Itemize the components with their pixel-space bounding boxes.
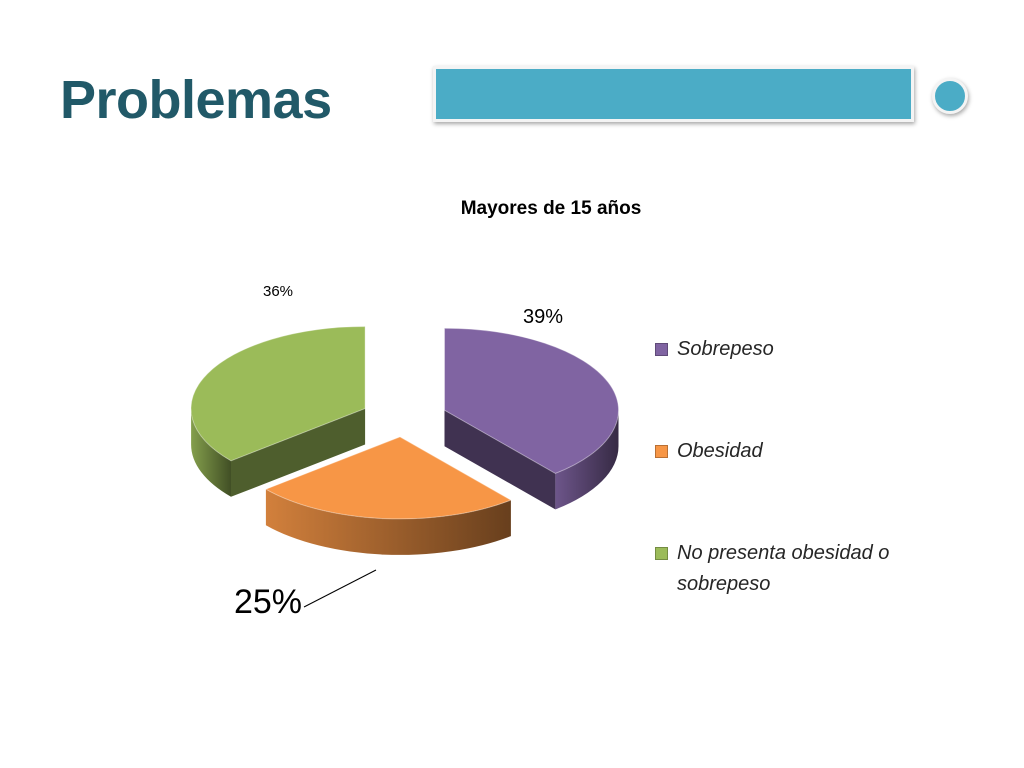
- header-accent-circle: [932, 78, 968, 114]
- chart-title: Mayores de 15 años: [460, 198, 642, 219]
- header-accent-bar: [433, 66, 914, 122]
- legend-label-sobrepeso: Sobrepeso: [677, 338, 774, 360]
- pie-slice-no-presenta-obesidad-o-sobrepeso-side-face: [231, 408, 366, 497]
- pie-slice-obesidad: [264, 436, 513, 555]
- legend-label-obesidad: Obesidad: [677, 440, 763, 462]
- pie-slice-sobrepeso-top: [444, 327, 620, 474]
- data-label-no-presenta: 36%: [263, 283, 293, 300]
- legend-label-no-presenta: No presenta obesidad o sobrepeso: [677, 542, 890, 595]
- legend-swatch-obesidad: [655, 445, 668, 458]
- pie-slice-obesidad-top: [264, 436, 513, 520]
- data-label-leader-line: [303, 569, 377, 608]
- legend-item-no-presenta: No presenta obesidad o sobrepeso: [655, 538, 932, 600]
- data-label-obesidad: 25%: [234, 583, 302, 621]
- legend-swatch-no-presenta: [655, 547, 668, 560]
- pie-slice-sobrepeso-outer-wall: [555, 410, 619, 510]
- pie-slice-obesidad-outer-wall: [265, 489, 511, 555]
- pie-slice-sobrepeso: [444, 327, 620, 510]
- pie-slices: [190, 325, 620, 555]
- pie-slice-sobrepeso-side-face: [444, 410, 556, 510]
- data-label-sobrepeso: 39%: [523, 306, 563, 328]
- slide-title: Problemas: [60, 70, 332, 130]
- chart-legend: Sobrepeso Obesidad No presenta obesidad …: [655, 334, 935, 604]
- legend-swatch-sobrepeso: [655, 343, 668, 356]
- pie-slice-no-presenta-obesidad-o-sobrepeso-top: [190, 325, 366, 462]
- pie-slice-no-presenta-obesidad-o-sobrepeso-outer-wall: [191, 408, 231, 497]
- legend-item-obesidad: Obesidad: [655, 436, 932, 467]
- legend-item-sobrepeso: Sobrepeso: [655, 334, 932, 365]
- pie-slice-no-presenta-obesidad-o-sobrepeso: [190, 325, 366, 497]
